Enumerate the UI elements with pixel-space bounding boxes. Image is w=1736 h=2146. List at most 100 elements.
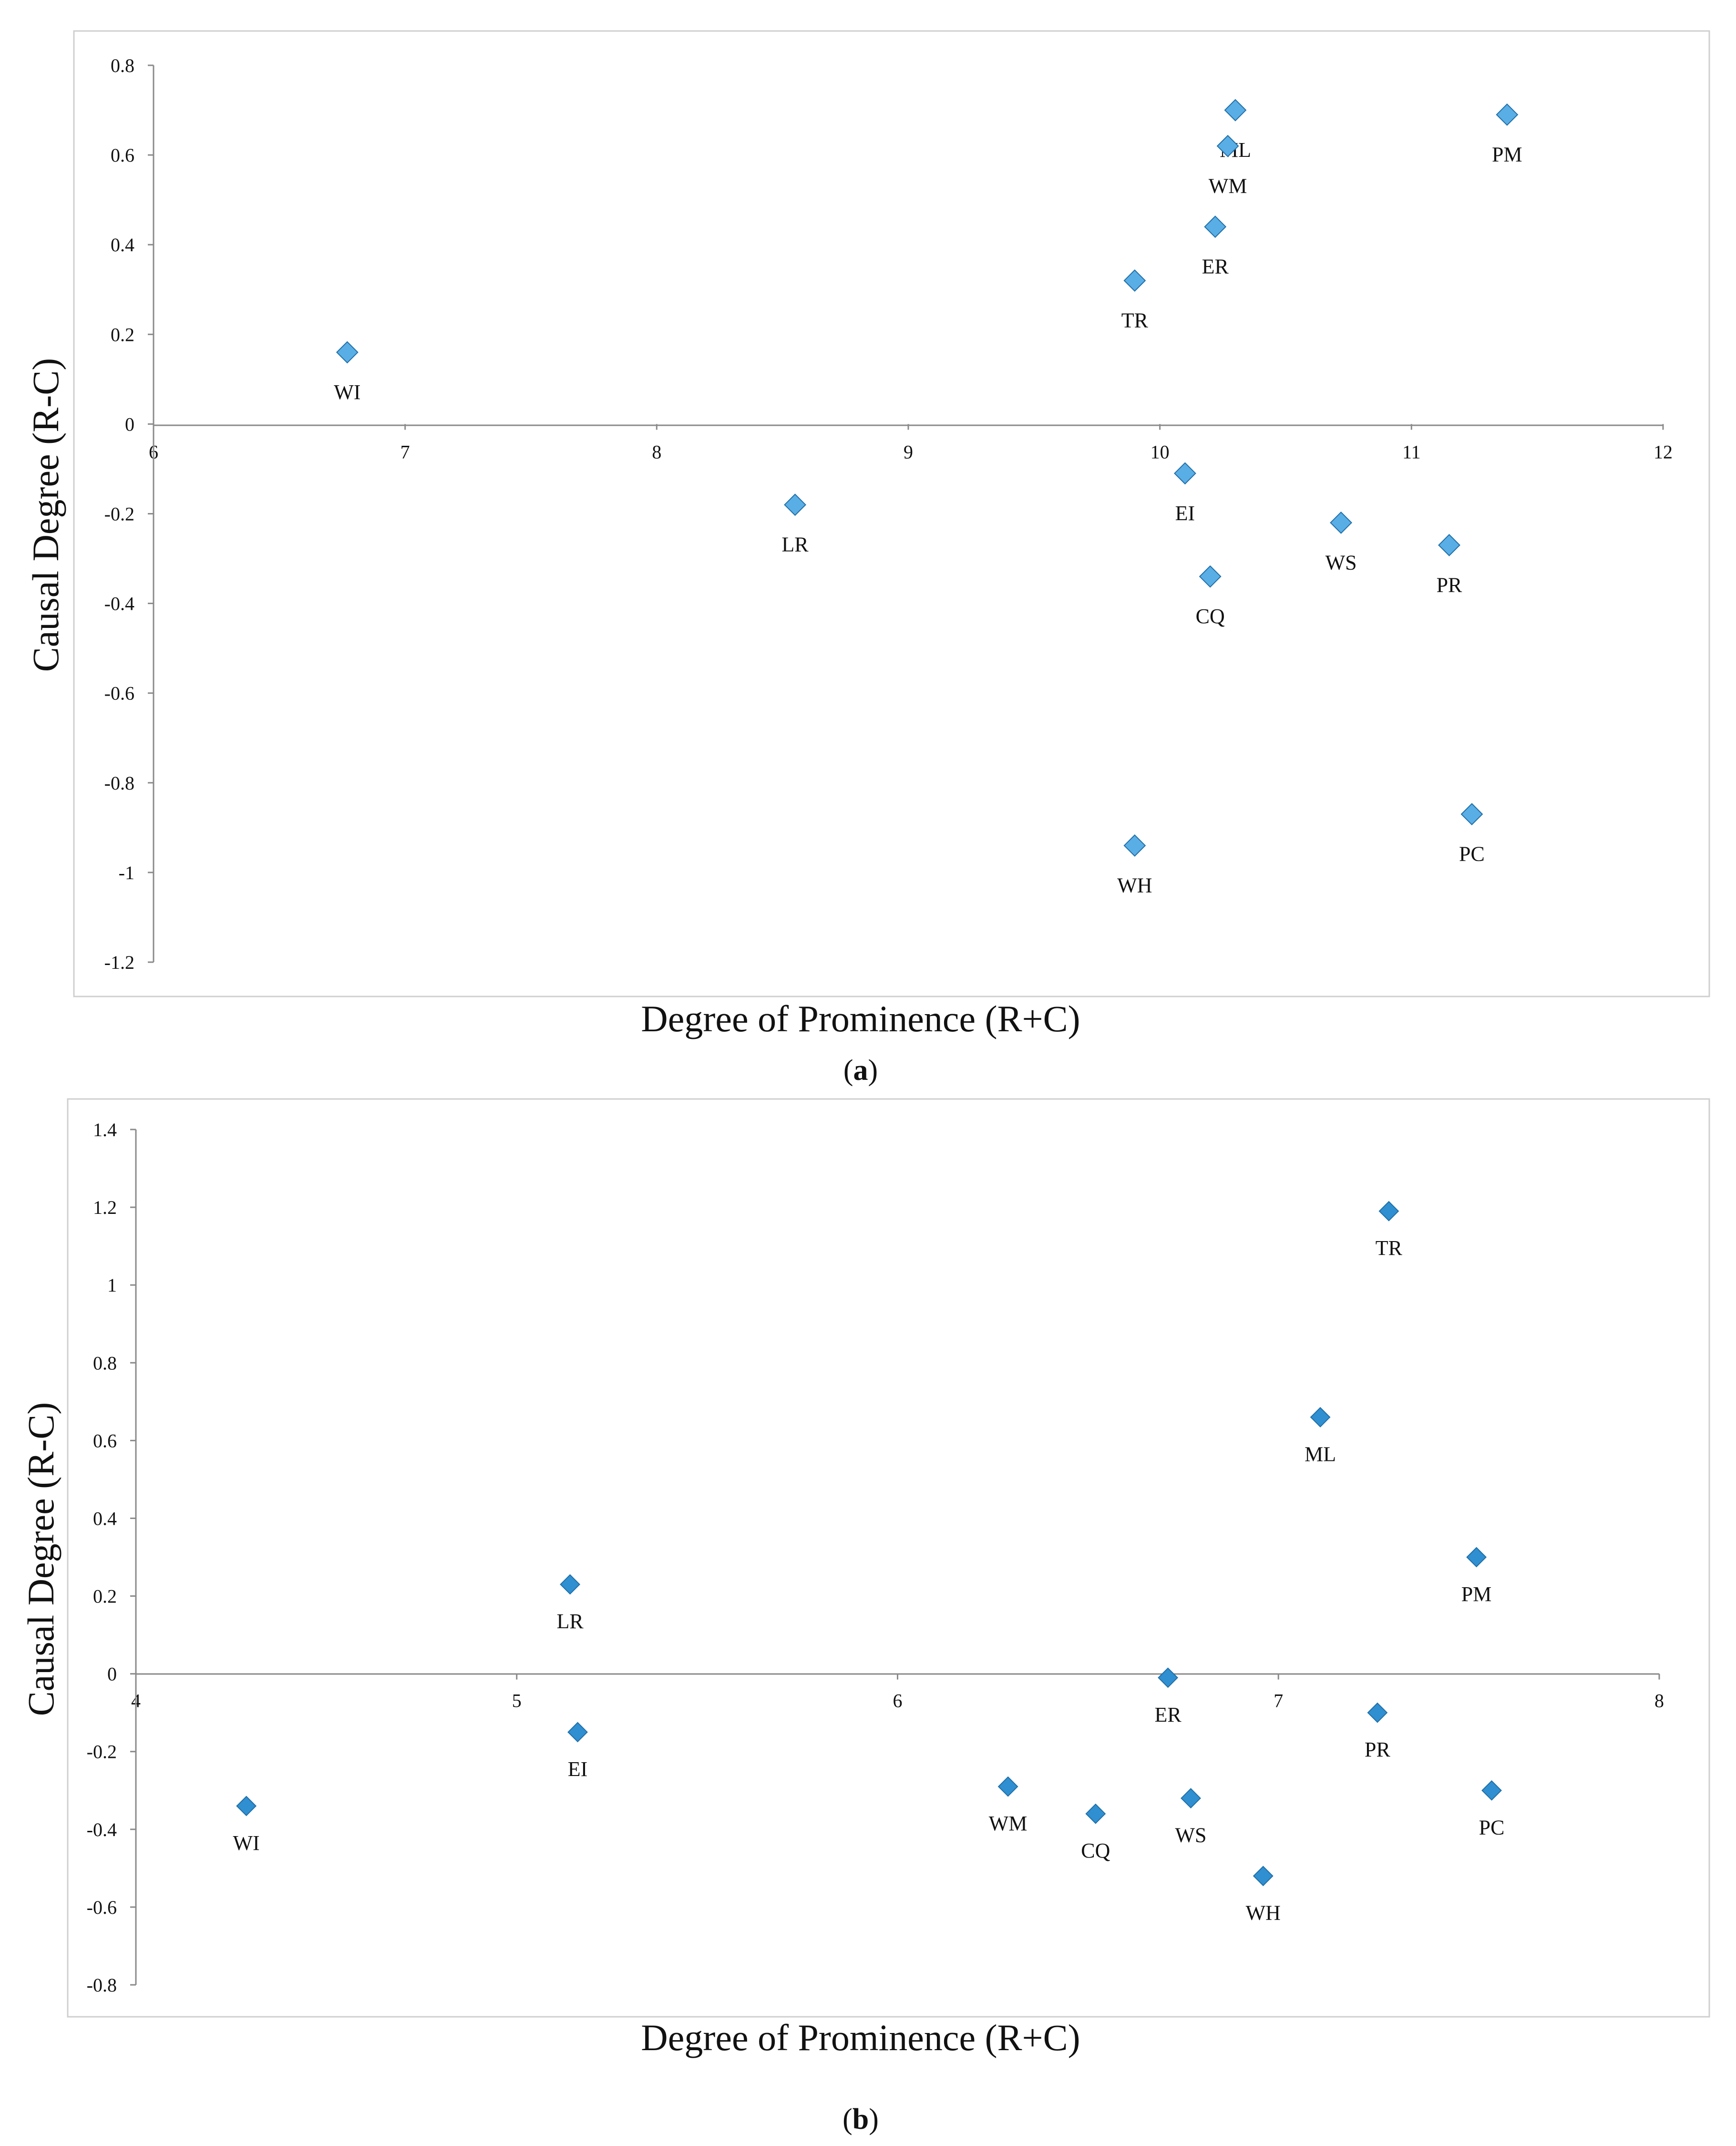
data-point (567, 1722, 588, 1743)
data-point (336, 341, 359, 364)
chart-a-y-axis-title: Causal Degree (R-C) (25, 358, 66, 672)
data-point-label: WM (989, 1812, 1027, 1835)
y-tick-label: 1.4 (93, 1119, 117, 1140)
data-point (1158, 1667, 1179, 1688)
chart-b: 1.41.210.80.60.40.20-0.2-0.4-0.6-0.84567… (20, 1098, 1710, 2136)
data-point (1496, 103, 1519, 126)
y-tick-label: -0.6 (104, 683, 134, 704)
data-point (1224, 99, 1247, 122)
data-point-label: LR (556, 1610, 584, 1633)
data-point-label: EI (1175, 502, 1195, 525)
y-tick-label: 1 (107, 1274, 117, 1296)
data-point (1310, 1407, 1331, 1427)
y-tick-label: -0.4 (104, 593, 134, 615)
x-tick-label: 5 (512, 1690, 522, 1712)
data-point-label: PC (1479, 1816, 1505, 1839)
data-point (1253, 1866, 1274, 1887)
data-point (1460, 803, 1483, 826)
data-point (1466, 1547, 1487, 1568)
data-point-label: WS (1175, 1824, 1207, 1847)
y-tick-label: -0.8 (87, 1974, 117, 1996)
y-tick-label: 0 (125, 413, 134, 435)
data-point (1199, 565, 1222, 588)
y-tick-label: -1.2 (104, 952, 134, 973)
y-tick-label: 0.6 (111, 144, 134, 166)
x-tick-label: 10 (1150, 441, 1170, 462)
y-tick-label: -0.6 (87, 1897, 117, 1918)
chart-b-points: WI LR EI WM CQ WS ER WH ML TR PR PM PC (233, 1201, 1505, 1925)
chart-b-caption-letter: b (853, 2103, 869, 2136)
chart-a-x-axis-title: Degree of Prominence (R+C) (641, 998, 1080, 1039)
data-point-label: PR (1365, 1738, 1390, 1761)
data-point (1438, 534, 1460, 556)
data-point (997, 1776, 1018, 1797)
y-tick-label: -0.2 (87, 1741, 117, 1763)
y-tick-label: 0.8 (93, 1352, 117, 1374)
y-tick-label: 0.4 (111, 234, 134, 256)
y-tick-label: 0.2 (93, 1586, 117, 1607)
x-tick-label: 6 (893, 1690, 903, 1712)
chart-b-x-axis-title: Degree of Prominence (R+C) (641, 2017, 1080, 2058)
chart-b-caption: (b) (842, 2103, 879, 2136)
data-point (1378, 1201, 1399, 1222)
x-tick-label: 7 (401, 441, 410, 462)
x-tick-label: 8 (652, 441, 661, 462)
data-point-label: WI (233, 1831, 260, 1855)
chart-a-caption: (a) (843, 1054, 878, 1087)
data-point (1085, 1803, 1106, 1824)
chart-a-frame (73, 30, 1710, 997)
y-tick-label: -0.8 (104, 772, 134, 794)
data-point-label: PM (1492, 143, 1522, 166)
data-point-label: WS (1325, 551, 1357, 574)
x-tick-label: 8 (1654, 1690, 1664, 1712)
data-point-label: PC (1459, 842, 1485, 866)
data-point-label: WH (1246, 1901, 1281, 1925)
y-tick-label: 0.4 (93, 1508, 117, 1529)
data-point (1367, 1702, 1388, 1723)
data-point (784, 493, 806, 516)
y-tick-label: -0.2 (104, 503, 134, 525)
data-point (1330, 511, 1353, 534)
data-point-label: CQ (1196, 605, 1225, 628)
data-point (1123, 834, 1146, 857)
chart-b-frame (67, 1098, 1710, 2018)
y-tick-label: 0.8 (111, 55, 134, 76)
data-point-label: WI (334, 380, 360, 404)
data-point-label: TR (1121, 308, 1149, 332)
data-point-label: ER (1154, 1703, 1181, 1726)
data-point (1481, 1780, 1502, 1801)
data-point-label: WH (1117, 873, 1152, 897)
y-tick-label: 0.2 (111, 324, 134, 345)
x-tick-label: 9 (904, 441, 913, 462)
data-point-label: PR (1437, 573, 1462, 596)
chart-b-ticks: 1.41.210.80.60.40.20-0.2-0.4-0.6-0.84567… (87, 1119, 1664, 1996)
y-tick-label: 1.2 (93, 1197, 117, 1218)
data-point (1204, 216, 1227, 238)
x-tick-label: 7 (1274, 1690, 1283, 1712)
data-point-label: LR (781, 533, 809, 556)
y-tick-label: 0 (107, 1663, 117, 1685)
chart-a-ticks: 0.80.60.40.20-0.2-0.4-0.6-0.8-1-1.267891… (104, 55, 1673, 973)
data-point-label: TR (1376, 1236, 1403, 1260)
data-point-label: ER (1202, 255, 1229, 278)
chart-b-y-axis-title: Causal Degree (R-C) (20, 1402, 62, 1716)
data-point (1216, 134, 1239, 157)
y-tick-label: 0.6 (93, 1430, 117, 1451)
data-point-label: ML (1305, 1442, 1336, 1466)
y-tick-label: -0.4 (87, 1819, 117, 1840)
data-point (1181, 1788, 1201, 1808)
data-point-label: PM (1461, 1582, 1492, 1606)
data-point-label: EI (568, 1757, 588, 1781)
y-tick-label: -1 (119, 862, 134, 883)
data-point (1174, 462, 1196, 485)
chart-a-caption-letter: a (853, 1054, 868, 1087)
data-point (1123, 269, 1146, 292)
x-tick-label: 12 (1654, 441, 1673, 462)
data-point (236, 1796, 257, 1817)
data-point-label: CQ (1081, 1839, 1110, 1862)
data-point (560, 1574, 580, 1595)
data-point-label: WM (1209, 174, 1247, 197)
chart-a: 0.80.60.40.20-0.2-0.4-0.6-0.8-1-1.267891… (25, 30, 1710, 1087)
